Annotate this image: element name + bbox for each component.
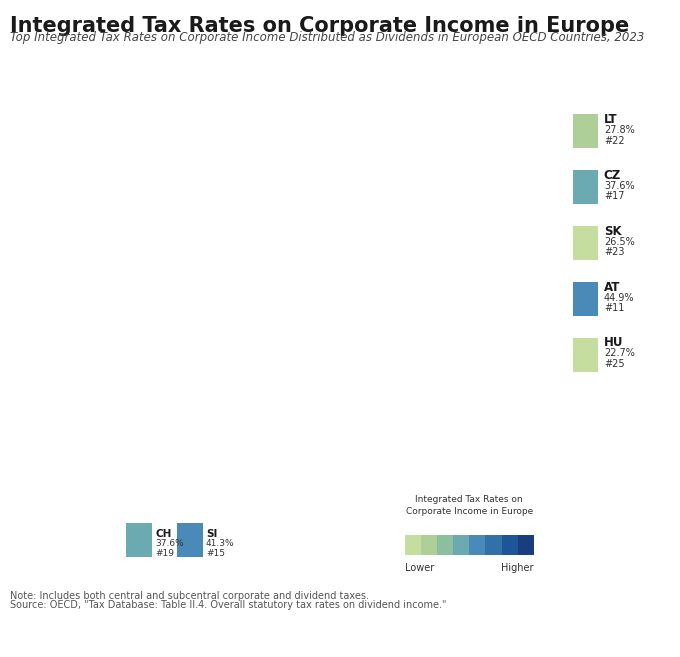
Text: @TaxFoundation: @TaxFoundation bbox=[562, 633, 672, 645]
Text: 37.6%: 37.6% bbox=[604, 181, 634, 191]
Text: Note: Includes both central and subcentral corporate and dividend taxes.: Note: Includes both central and subcentr… bbox=[10, 591, 369, 601]
Text: Integrated Tax Rates on Corporate Income in Europe: Integrated Tax Rates on Corporate Income… bbox=[10, 16, 630, 36]
Text: #15: #15 bbox=[206, 549, 225, 558]
Text: Source: OECD, "Tax Database: Table II.4. Overall statutory tax rates on dividend: Source: OECD, "Tax Database: Table II.4.… bbox=[10, 600, 447, 610]
Text: #23: #23 bbox=[604, 247, 624, 258]
Text: #25: #25 bbox=[604, 359, 624, 369]
Text: CH: CH bbox=[155, 529, 171, 539]
Text: TAX FOUNDATION: TAX FOUNDATION bbox=[8, 633, 140, 645]
Text: Integrated Tax Rates on: Integrated Tax Rates on bbox=[415, 495, 523, 504]
Text: 44.9%: 44.9% bbox=[604, 292, 634, 303]
Text: 37.6%: 37.6% bbox=[155, 539, 184, 549]
Text: CZ: CZ bbox=[604, 169, 621, 182]
Text: LT: LT bbox=[604, 113, 617, 126]
Text: SK: SK bbox=[604, 225, 622, 238]
Text: 22.7%: 22.7% bbox=[604, 348, 634, 359]
Text: #11: #11 bbox=[604, 303, 624, 313]
Text: Corporate Income in Europe: Corporate Income in Europe bbox=[405, 507, 533, 516]
Text: #17: #17 bbox=[604, 191, 624, 202]
Text: 41.3%: 41.3% bbox=[206, 539, 235, 549]
Text: Top Integrated Tax Rates on Corporate Income Distributed as Dividends in Europea: Top Integrated Tax Rates on Corporate In… bbox=[10, 31, 645, 44]
Text: HU: HU bbox=[604, 336, 624, 350]
Text: Higher: Higher bbox=[501, 563, 534, 573]
Text: SI: SI bbox=[206, 529, 218, 539]
Text: 27.8%: 27.8% bbox=[604, 125, 634, 135]
Text: AT: AT bbox=[604, 281, 620, 294]
Text: 26.5%: 26.5% bbox=[604, 237, 634, 247]
Text: Lower: Lower bbox=[405, 563, 434, 573]
Text: #22: #22 bbox=[604, 135, 624, 146]
Text: #19: #19 bbox=[155, 549, 174, 558]
